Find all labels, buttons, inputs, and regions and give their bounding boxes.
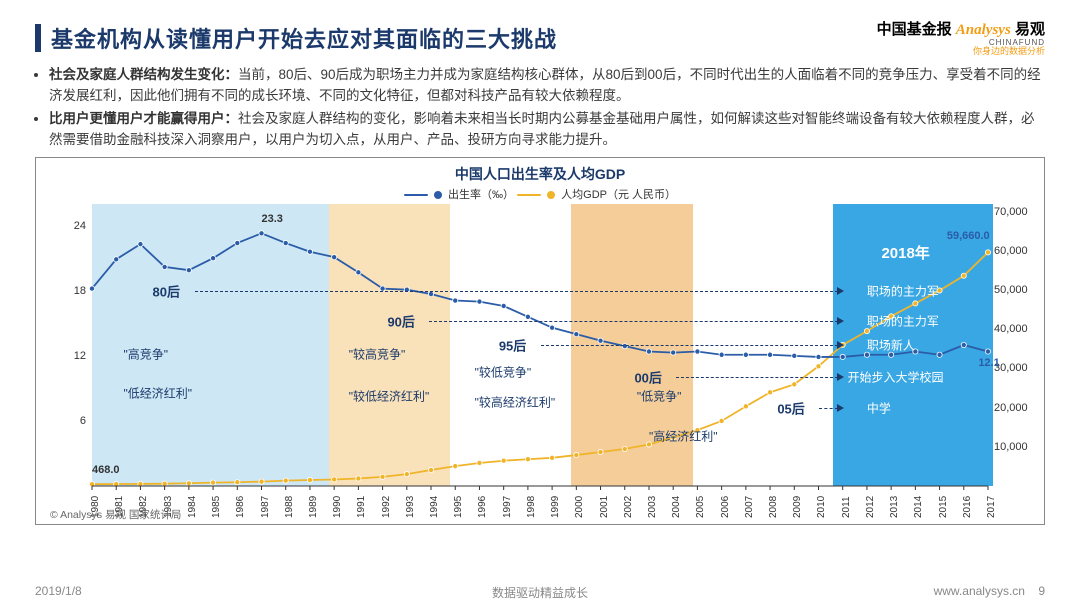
bullet-item: 比用户更懂用户才能赢得用户：社会及家庭人群结构的变化，影响着未来相当长时期内公募… (49, 109, 1045, 151)
logo-block: 中国基金报 Analysys 易观 CHINAFUND 你身边的数据分析 (877, 22, 1045, 57)
logo-analysys-cn: 易观 (1015, 21, 1045, 38)
title-accent-bar (35, 24, 41, 52)
bullet-list: 社会及家庭人群结构发生变化：当前，80后、90后成为职场主力并成为家庭结构核心群… (49, 65, 1045, 151)
x-axis: 1980198119821983198419851986198719881989… (92, 488, 988, 522)
footer-center: 数据驱动精益成长 (492, 584, 588, 601)
page-title: 基金机构从读懂用户开始去应对其面临的三大挑战 (35, 22, 557, 54)
chart-plot-area: 80后90后95后00后05后"高竞争""低经济红利""较高竞争""较低经济红利… (92, 204, 988, 486)
title-text: 基金机构从读懂用户开始去应对其面临的三大挑战 (51, 22, 557, 54)
footer-page: 9 (1038, 584, 1045, 598)
legend-label-gdp: 人均GDP（元 人民币） (561, 189, 676, 201)
page-footer: 2019/1/8 数据驱动精益成长 www.analysys.cn 9 (35, 584, 1045, 598)
logo-chinafund: 中国基金报 (877, 21, 952, 38)
legend-line-gdp (517, 194, 541, 196)
chart-source: © Analysys 易观 国家统计局 (50, 507, 181, 522)
chart-title: 中国人口出生率及人均GDP (42, 164, 1038, 184)
y-axis-left: 6121824 (42, 204, 90, 486)
chart-legend: 出生率（‰） 人均GDP（元 人民币） (42, 186, 1038, 202)
logo-analysys-tag: 你身边的数据分析 (877, 47, 1045, 57)
footer-date: 2019/1/8 (35, 584, 82, 598)
logo-analysys: Analysys (956, 22, 1011, 38)
bullet-item: 社会及家庭人群结构发生变化：当前，80后、90后成为职场主力并成为家庭结构核心群… (49, 65, 1045, 107)
legend-marker-birth (434, 191, 442, 199)
chart-container: 中国人口出生率及人均GDP 出生率（‰） 人均GDP（元 人民币） 612182… (35, 157, 1045, 525)
legend-line-birth (404, 194, 428, 196)
legend-marker-gdp (547, 191, 555, 199)
y-axis-right: 10,00020,00030,00040,00050,00060,00070,0… (990, 204, 1038, 486)
footer-url: www.analysys.cn (934, 584, 1025, 598)
legend-label-birth: 出生率（‰） (448, 189, 514, 201)
